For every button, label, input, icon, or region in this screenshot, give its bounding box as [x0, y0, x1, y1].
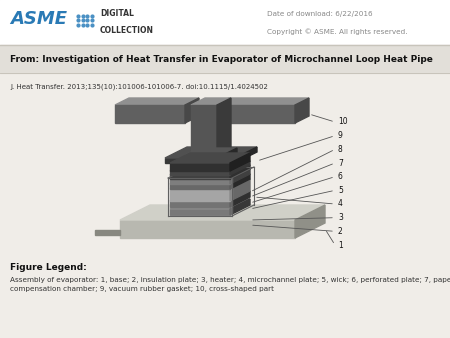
- Text: DIGITAL: DIGITAL: [100, 9, 134, 18]
- Bar: [170, 201, 230, 207]
- Text: 2: 2: [338, 227, 343, 236]
- Polygon shape: [223, 148, 237, 177]
- Bar: [115, 105, 185, 123]
- Polygon shape: [191, 98, 231, 105]
- Polygon shape: [165, 147, 257, 158]
- Text: Date of download: 6/22/2016: Date of download: 6/22/2016: [267, 11, 373, 17]
- Text: 5: 5: [338, 186, 343, 195]
- Bar: [170, 171, 230, 175]
- Bar: [0, 45, 450, 73]
- Polygon shape: [230, 165, 250, 179]
- Bar: [120, 220, 295, 238]
- Bar: [168, 178, 232, 216]
- Text: COLLECTION: COLLECTION: [100, 26, 154, 35]
- Bar: [165, 158, 235, 163]
- Polygon shape: [95, 230, 120, 235]
- Polygon shape: [170, 174, 250, 184]
- Polygon shape: [230, 169, 250, 184]
- Text: 4: 4: [338, 199, 343, 209]
- Bar: [0, 0, 450, 45]
- Text: Figure Legend:: Figure Legend:: [10, 263, 87, 272]
- Polygon shape: [120, 205, 325, 220]
- Bar: [170, 163, 230, 171]
- Polygon shape: [295, 98, 309, 123]
- Polygon shape: [230, 161, 250, 175]
- Polygon shape: [215, 98, 309, 105]
- Polygon shape: [170, 161, 250, 171]
- Text: 9: 9: [338, 131, 343, 140]
- Text: J. Heat Transfer. 2013;135(10):101006-101006-7. doi:10.1115/1.4024502: J. Heat Transfer. 2013;135(10):101006-10…: [10, 83, 268, 90]
- Polygon shape: [185, 148, 237, 155]
- Polygon shape: [230, 191, 250, 207]
- Text: 10: 10: [338, 118, 347, 126]
- Bar: [170, 189, 230, 201]
- Text: Copyright © ASME. All rights reserved.: Copyright © ASME. All rights reserved.: [267, 28, 408, 34]
- Text: 3: 3: [338, 213, 343, 222]
- Polygon shape: [115, 98, 199, 105]
- Bar: [191, 105, 217, 160]
- Polygon shape: [170, 191, 250, 201]
- Polygon shape: [170, 169, 250, 179]
- Bar: [170, 175, 230, 179]
- Text: 8: 8: [338, 145, 343, 154]
- Text: Assembly of evaporator: 1, base; 2, insulation plate; 3, heater; 4, microchannel: Assembly of evaporator: 1, base; 2, insu…: [10, 277, 450, 292]
- Polygon shape: [185, 98, 199, 123]
- Bar: [170, 184, 230, 189]
- Text: ASME: ASME: [10, 10, 67, 28]
- Polygon shape: [170, 179, 250, 189]
- Text: 6: 6: [338, 172, 343, 181]
- Text: 7: 7: [338, 159, 343, 168]
- Polygon shape: [217, 98, 231, 160]
- Polygon shape: [295, 205, 325, 238]
- Bar: [170, 209, 230, 215]
- Bar: [170, 179, 230, 184]
- Polygon shape: [170, 153, 250, 163]
- Text: 1: 1: [338, 241, 343, 249]
- Text: From: Investigation of Heat Transfer in Evaporator of Microchannel Loop Heat Pip: From: Investigation of Heat Transfer in …: [10, 55, 433, 64]
- Polygon shape: [170, 199, 250, 209]
- Polygon shape: [230, 153, 250, 171]
- Polygon shape: [230, 199, 250, 215]
- Bar: [185, 155, 223, 177]
- Polygon shape: [170, 165, 250, 175]
- Polygon shape: [230, 174, 250, 189]
- Polygon shape: [235, 147, 257, 163]
- Polygon shape: [230, 179, 250, 201]
- Bar: [215, 105, 295, 123]
